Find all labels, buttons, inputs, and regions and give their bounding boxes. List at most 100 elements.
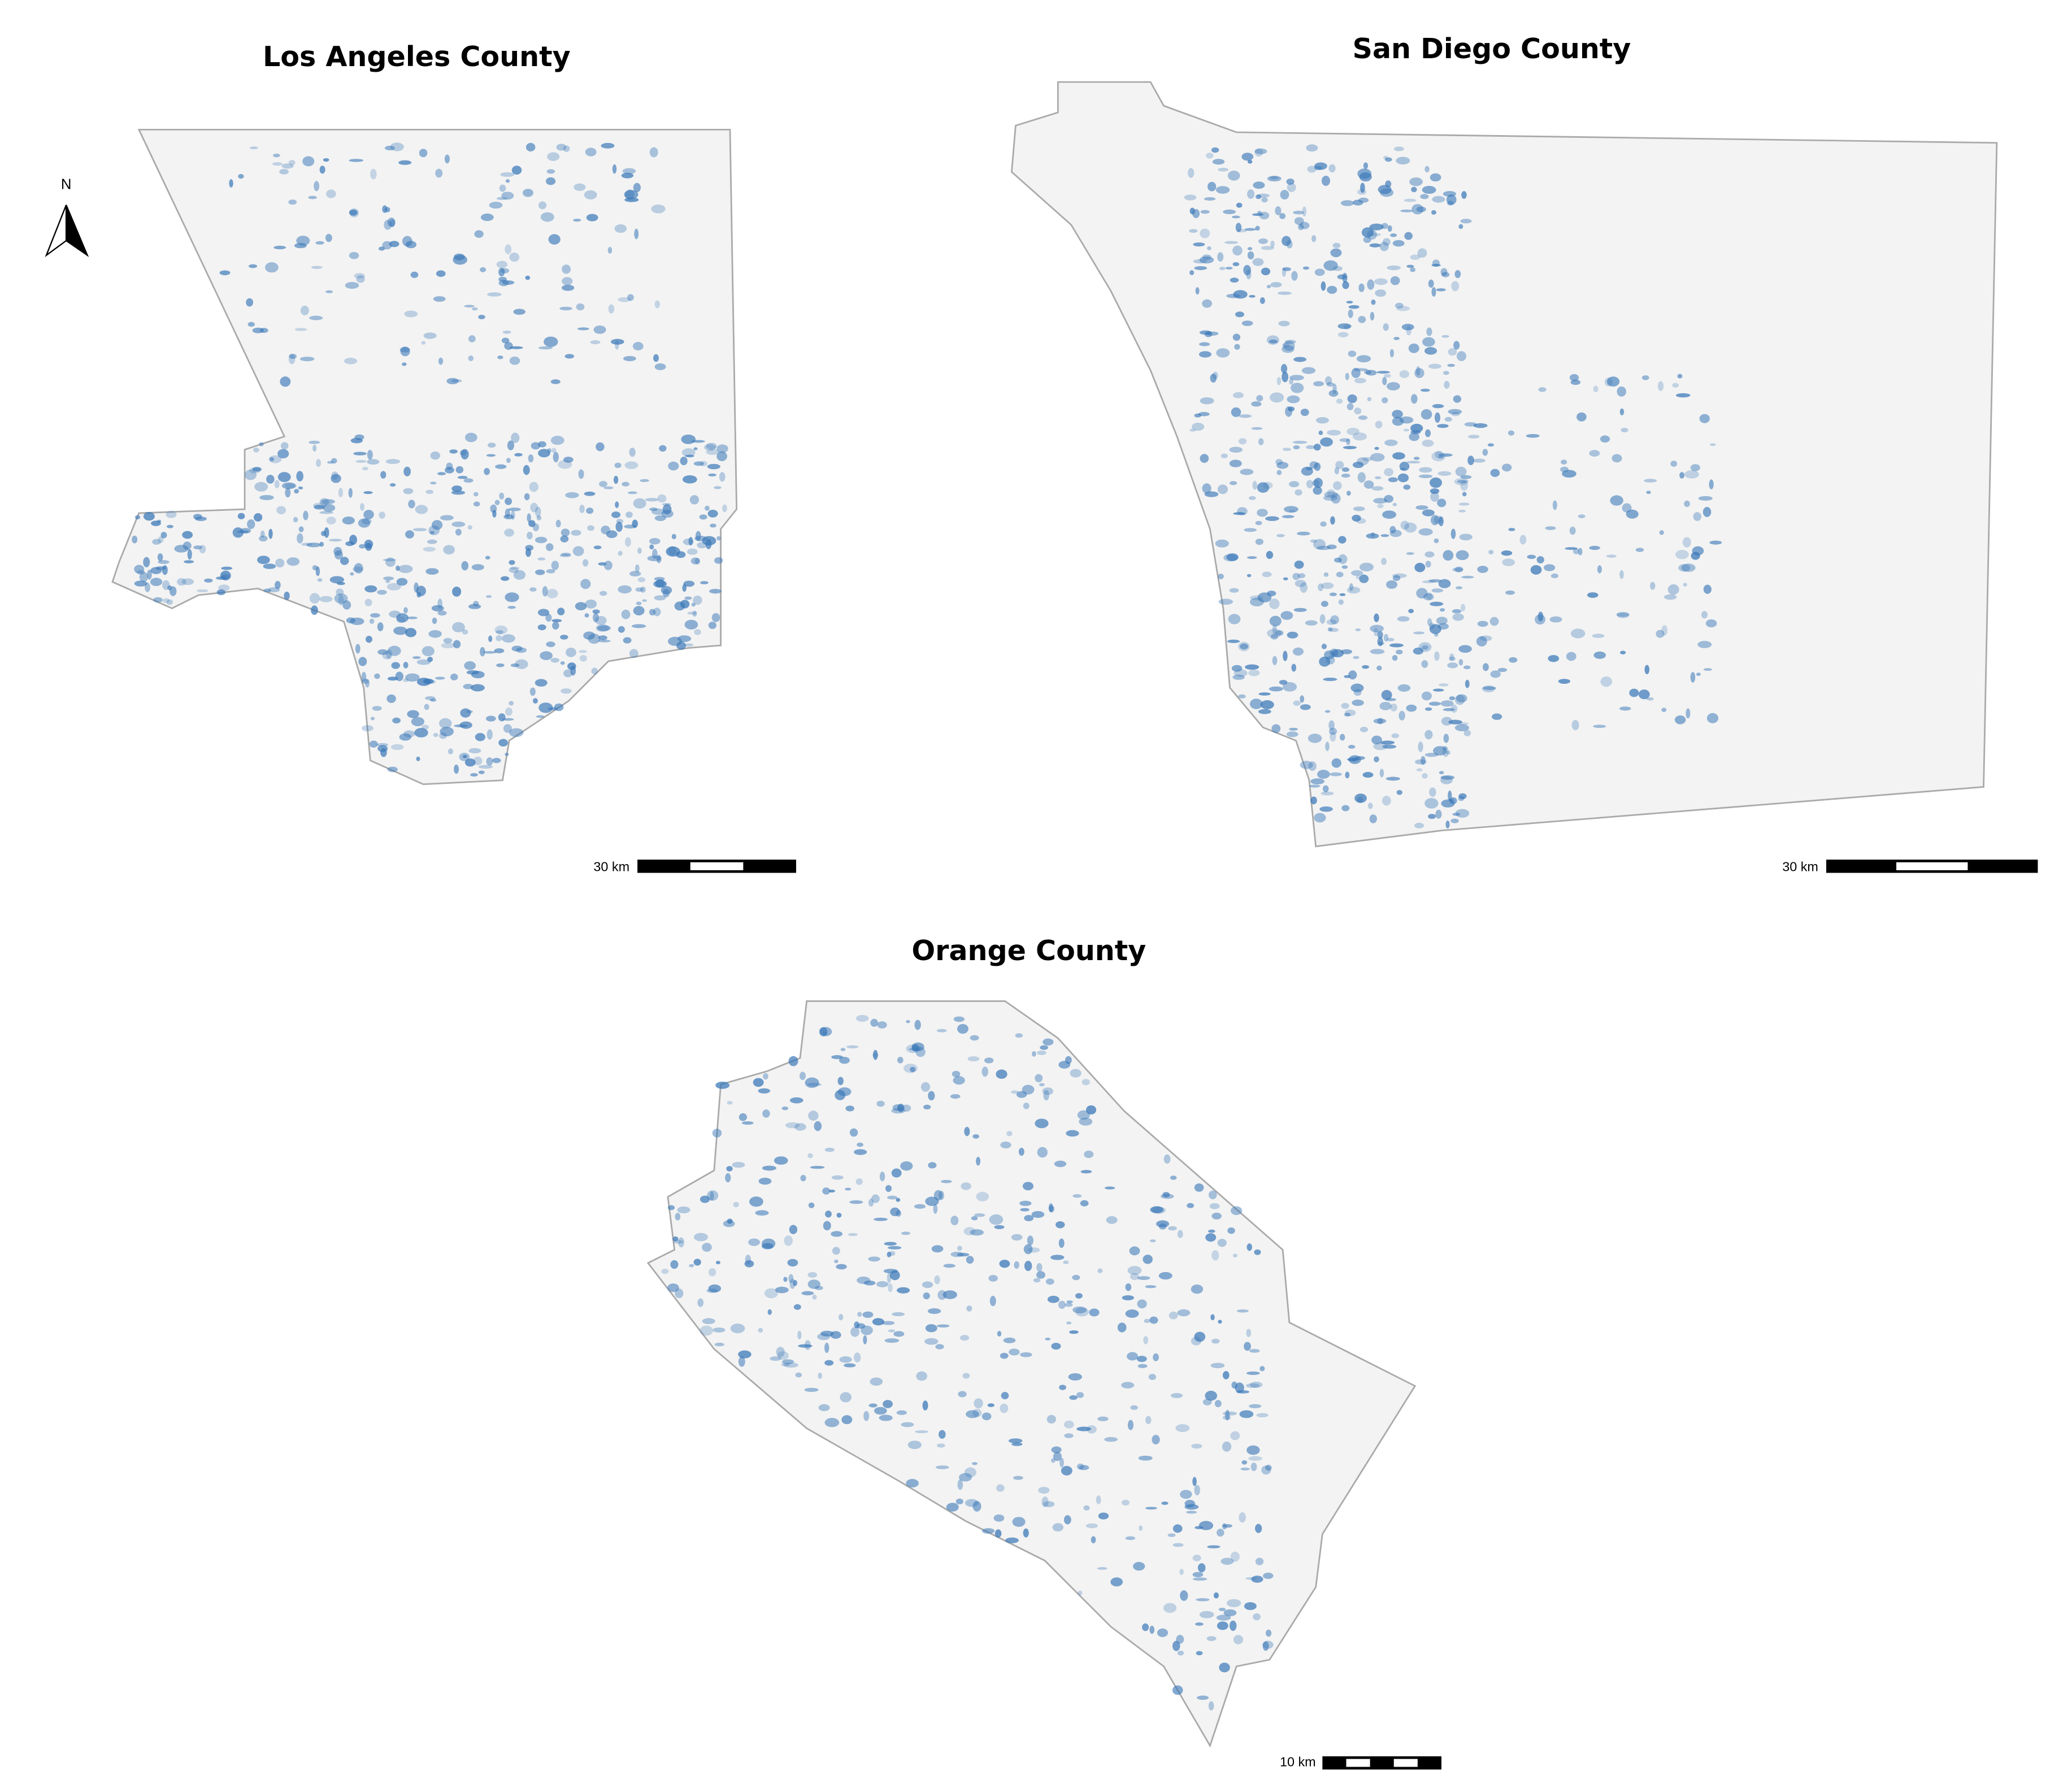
- trip-cluster: [1256, 395, 1263, 402]
- trip-cluster: [1635, 548, 1644, 552]
- trip-cluster: [296, 471, 303, 481]
- trip-cluster: [1063, 1420, 1074, 1429]
- trip-cluster: [1447, 363, 1455, 367]
- trip-cluster: [1443, 708, 1455, 711]
- trip-cluster: [707, 509, 718, 518]
- trip-cluster: [1370, 453, 1385, 462]
- trip-cluster: [468, 748, 481, 754]
- trip-cluster: [562, 264, 571, 274]
- la-county: [111, 128, 738, 786]
- trip-cluster: [1616, 611, 1630, 617]
- trip-cluster: [412, 656, 421, 659]
- trip-cluster: [1257, 509, 1268, 517]
- trip-cluster: [1321, 644, 1327, 649]
- trip-cluster: [1291, 663, 1297, 672]
- trip-cluster: [653, 608, 661, 617]
- trip-cluster: [1106, 1216, 1118, 1224]
- trip-cluster: [1422, 337, 1435, 347]
- trip-cluster: [1156, 1220, 1170, 1227]
- trip-cluster: [389, 610, 401, 618]
- trip-cluster: [1097, 1567, 1107, 1570]
- trip-cluster: [1286, 178, 1295, 185]
- trip-cluster: [1205, 1390, 1218, 1401]
- trip-cluster: [1400, 520, 1409, 530]
- trip-cluster: [1255, 539, 1264, 545]
- trip-cluster: [1385, 698, 1396, 701]
- trip-cluster: [976, 1156, 981, 1166]
- trip-cluster: [1223, 1609, 1237, 1617]
- trip-cluster: [314, 505, 325, 510]
- trip-cluster: [579, 655, 587, 662]
- trip-cluster: [503, 724, 512, 733]
- trip-cluster: [1690, 672, 1696, 683]
- trip-cluster: [1622, 503, 1632, 513]
- trip-cluster: [265, 262, 279, 273]
- trip-cluster: [1011, 1442, 1023, 1446]
- trip-cluster: [403, 662, 409, 669]
- trip-cluster: [1076, 1392, 1084, 1398]
- trip-cluster: [971, 1216, 978, 1221]
- trip-cluster: [1300, 582, 1308, 593]
- trip-cluster: [755, 1210, 769, 1216]
- trip-cluster: [312, 445, 317, 452]
- trip-cluster: [1378, 641, 1384, 645]
- trip-cluster: [1324, 491, 1338, 498]
- trip-cluster: [1565, 547, 1578, 550]
- trip-cluster: [1458, 659, 1463, 666]
- trip-cluster: [1310, 539, 1317, 543]
- trip-cluster: [1444, 416, 1452, 422]
- trip-cluster: [464, 758, 476, 767]
- trip-cluster: [1065, 1303, 1073, 1307]
- trip-cluster: [1396, 157, 1410, 165]
- trip-cluster: [537, 609, 550, 617]
- trip-cluster: [1432, 404, 1444, 409]
- trip-cluster: [961, 1182, 971, 1190]
- trip-cluster: [1319, 806, 1333, 812]
- trip-cluster: [608, 304, 615, 314]
- trip-cluster: [1152, 1207, 1166, 1214]
- trip-cluster: [1192, 1572, 1204, 1578]
- trip-cluster: [1066, 1130, 1079, 1137]
- trip-cluster: [1018, 1147, 1024, 1156]
- trip-cluster: [687, 548, 698, 555]
- trip-cluster: [1415, 505, 1428, 510]
- trip-cluster: [831, 1231, 843, 1237]
- trip-cluster: [1308, 734, 1322, 743]
- trip-cluster: [1275, 459, 1283, 465]
- trip-cluster: [1287, 395, 1300, 403]
- trip-cluster: [1012, 1517, 1026, 1527]
- trip-cluster: [1072, 1306, 1087, 1314]
- trip-cluster: [712, 1129, 722, 1138]
- trip-cluster: [155, 566, 167, 570]
- trip-cluster: [689, 495, 700, 505]
- trip-cluster: [784, 1235, 793, 1246]
- trip-cluster: [1519, 535, 1527, 545]
- trip-cluster: [775, 1286, 789, 1294]
- trip-cluster: [1440, 775, 1453, 784]
- trip-cluster: [1566, 652, 1576, 661]
- trip-cluster: [197, 589, 209, 593]
- trip-cluster: [1195, 1526, 1204, 1529]
- trip-cluster: [840, 1392, 852, 1403]
- trip-cluster: [1589, 450, 1600, 457]
- trip-cluster: [708, 473, 716, 477]
- trip-cluster: [633, 606, 645, 615]
- trip-cluster: [1239, 1410, 1254, 1418]
- trip-cluster: [1232, 392, 1244, 398]
- trip-cluster: [1286, 731, 1298, 737]
- trip-cluster: [1354, 793, 1367, 803]
- trip-cluster: [145, 582, 150, 592]
- trip-cluster: [635, 587, 644, 592]
- trip-cluster: [1219, 1663, 1230, 1673]
- trip-cluster: [1436, 617, 1448, 625]
- trip-cluster: [1570, 628, 1586, 639]
- trip-cluster: [597, 625, 611, 631]
- trip-cluster: [486, 454, 496, 457]
- trip-cluster: [1460, 604, 1466, 611]
- trip-cluster: [996, 1069, 1007, 1079]
- trip-cluster: [405, 673, 420, 682]
- trip-cluster: [1406, 461, 1421, 464]
- trip-cluster: [1327, 544, 1337, 550]
- trip-cluster: [474, 230, 484, 238]
- trip-cluster: [649, 507, 658, 511]
